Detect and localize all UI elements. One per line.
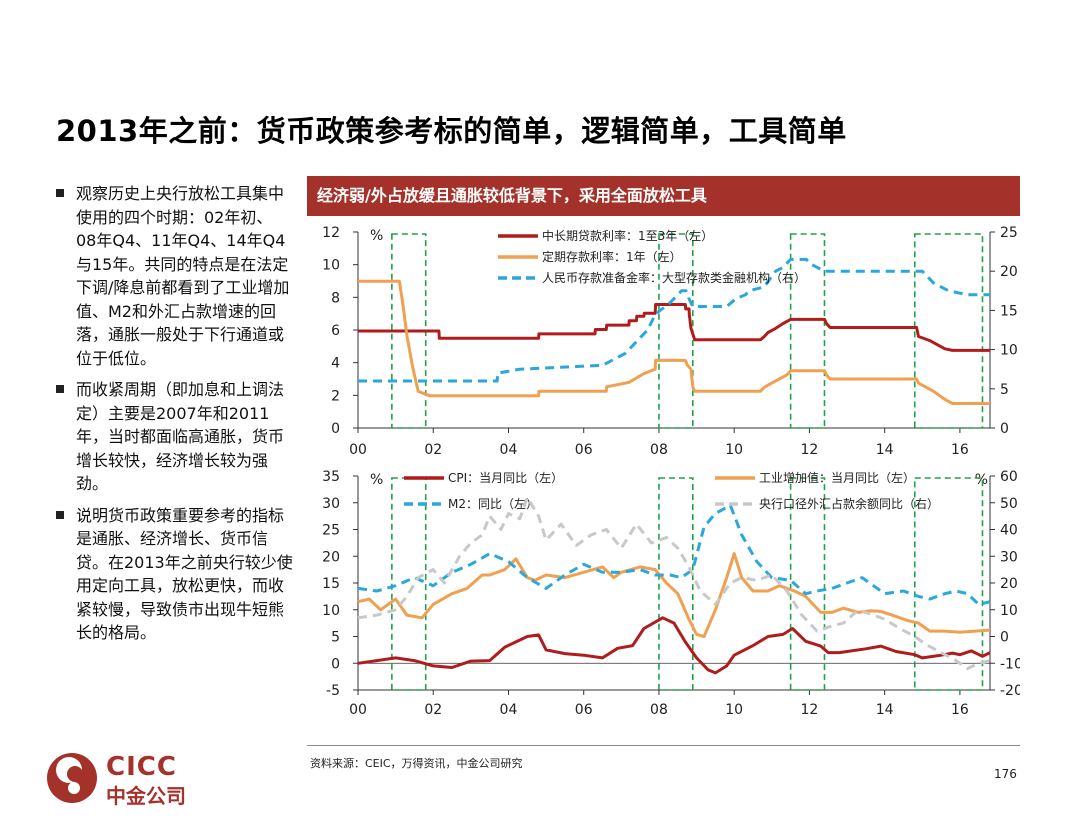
x-tick-label: 00	[349, 702, 367, 716]
x-tick-label: 04	[500, 442, 518, 458]
right-tick-label: 10	[1000, 343, 1018, 359]
x-tick-label: 12	[801, 702, 819, 716]
series-line	[358, 303, 990, 352]
x-tick-label: 10	[725, 702, 743, 716]
x-tick-label: 02	[424, 442, 442, 458]
bullet-item: 说明货币政策重要参考的指标是通胀、经济增长、货币信贷。在2013年之前央行较少使…	[56, 504, 296, 645]
easing-period-box	[913, 233, 984, 429]
right-tick-label: 20	[1000, 576, 1018, 592]
legend-label: M2：同比（左）	[448, 496, 538, 511]
chart-banner: 经济弱/外占放缓且通胀较低背景下，采用全面放松工具	[307, 176, 1020, 216]
x-tick-label: 14	[876, 702, 894, 716]
right-tick-label: 30	[1000, 549, 1018, 565]
source-note: 资料来源：CEIC，万得资讯，中金公司研究	[310, 757, 523, 770]
cicc-logo-icon	[47, 753, 97, 803]
left-unit-label: %	[370, 228, 383, 244]
right-tick-label: 20	[1000, 264, 1018, 280]
bullet-square-icon	[56, 385, 64, 393]
left-tick-label: 0	[331, 421, 340, 437]
bullet-item: 观察历史上央行放松工具集中使用的四个时期：02年初、 08年Q4、11年Q4、1…	[56, 182, 296, 370]
legend-label: 工业增加值：当月同比（左）	[759, 470, 915, 485]
left-unit-label: %	[370, 472, 383, 488]
bullet-text: 说明货币政策重要参考的指标是通胀、经济增长、货币信贷。在2013年之前央行较少使…	[76, 505, 293, 643]
right-tick-label: 15	[1000, 303, 1018, 319]
x-tick-label: 12	[801, 442, 819, 458]
legend-label: 中长期贷款利率：1至3年（左）	[542, 228, 713, 243]
left-tick-label: 25	[322, 523, 340, 539]
right-tick-label: 0	[1000, 630, 1009, 646]
left-tick-label: -5	[326, 683, 340, 699]
x-tick-label: 04	[500, 702, 518, 716]
right-unit-label: %	[975, 472, 988, 488]
easing-period-box	[391, 477, 427, 691]
right-tick-label: 60	[1000, 469, 1018, 485]
page-number: 176	[994, 767, 1017, 781]
right-tick-label: 0	[1000, 421, 1009, 437]
left-tick-label: 4	[331, 356, 340, 372]
bullet-list: 观察历史上央行放松工具集中使用的四个时期：02年初、 08年Q4、11年Q4、1…	[56, 182, 296, 653]
bullet-square-icon	[56, 189, 64, 197]
legend-label: 定期存款利率：1年（左）	[542, 249, 682, 264]
bullet-text: 而收紧周期（即加息和上调法定）主要是2007年和2011年，当时都面临高通胀，货…	[76, 380, 285, 493]
right-tick-label: 10	[1000, 603, 1018, 619]
left-tick-label: 8	[331, 290, 340, 306]
legend-label: 人民币存款准备金率：大型存款类金融机构（右）	[542, 270, 806, 285]
left-tick-label: 20	[322, 549, 340, 565]
cicc-logo: CICC 中金公司	[44, 750, 204, 808]
series-line	[358, 257, 990, 383]
left-tick-label: 10	[322, 603, 340, 619]
legend-label: 央行口径外汇占款余额同比（右）	[759, 496, 939, 511]
bullet-square-icon	[56, 510, 64, 519]
x-tick-label: 16	[951, 442, 969, 458]
series-line	[357, 616, 991, 675]
left-tick-label: 12	[322, 225, 340, 241]
easing-period-box	[789, 477, 826, 691]
footer-divider	[307, 745, 1020, 746]
right-tick-label: -20	[1000, 683, 1020, 699]
page-title: 2013年之前：货币政策参考标的简单，逻辑简单，工具简单	[56, 114, 847, 148]
right-tick-label: 5	[1000, 382, 1009, 398]
left-tick-label: 30	[322, 496, 340, 512]
x-tick-label: 06	[575, 702, 593, 716]
left-tick-label: 0	[331, 656, 340, 672]
x-tick-label: 10	[725, 442, 743, 458]
right-tick-label: -10	[1000, 656, 1020, 672]
logo-text-en: CICC	[106, 752, 177, 782]
bullet-text: 观察历史上央行放松工具集中使用的四个时期：02年初、 08年Q4、11年Q4、1…	[76, 184, 290, 368]
left-tick-label: 2	[331, 388, 340, 404]
x-tick-label: 16	[951, 702, 969, 716]
easing-period-box	[789, 233, 826, 429]
series-line	[358, 279, 990, 405]
right-tick-label: 50	[1000, 496, 1018, 512]
right-tick-label: 40	[1000, 523, 1018, 539]
x-tick-label: 08	[650, 442, 668, 458]
x-tick-label: 14	[876, 442, 894, 458]
bullet-item: 而收紧周期（即加息和上调法定）主要是2007年和2011年，当时都面临高通胀，货…	[56, 378, 296, 496]
right-tick-label: 25	[1000, 225, 1018, 241]
series-line	[357, 495, 991, 671]
x-tick-label: 06	[575, 442, 593, 458]
left-tick-label: 10	[322, 258, 340, 274]
series-line	[357, 503, 991, 606]
left-tick-label: 6	[331, 323, 340, 339]
logo-text-zh: 中金公司	[106, 784, 186, 808]
left-tick-label: 5	[331, 630, 340, 646]
easing-period-box	[913, 477, 984, 691]
series-line	[357, 552, 991, 638]
x-tick-label: 02	[424, 702, 442, 716]
legend-label: CPI：当月同比（左）	[448, 470, 563, 485]
x-tick-label: 08	[650, 702, 668, 716]
x-tick-label: 00	[349, 442, 367, 458]
easing-period-box	[658, 477, 694, 691]
left-tick-label: 15	[322, 576, 340, 592]
left-tick-label: 35	[322, 469, 340, 485]
